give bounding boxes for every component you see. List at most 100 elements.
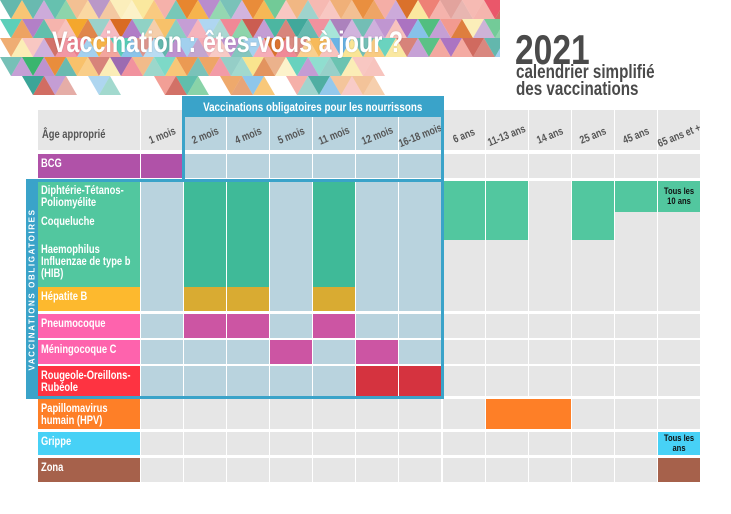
vaccine-label: Grippe xyxy=(41,434,72,448)
banner-triangle xyxy=(187,38,209,57)
schedule-cell xyxy=(141,287,183,311)
banner-triangle xyxy=(176,0,198,19)
banner-triangle xyxy=(231,76,253,95)
banner-triangle xyxy=(242,0,264,19)
banner-triangle xyxy=(341,38,363,57)
banner-triangle xyxy=(154,38,176,57)
banner-triangle xyxy=(319,57,341,76)
banner-triangle xyxy=(418,19,440,38)
banner-triangle xyxy=(462,0,484,19)
schedule-cell xyxy=(529,287,571,311)
schedule-cell xyxy=(184,458,226,482)
schedule-cell xyxy=(399,458,441,482)
vaccination-mark xyxy=(313,314,355,338)
banner-triangle xyxy=(429,19,451,38)
banner-triangle xyxy=(385,38,407,57)
banner-triangle xyxy=(165,0,187,19)
banner-triangle xyxy=(231,19,253,38)
vaccination-mark xyxy=(658,458,700,482)
schedule-cell xyxy=(486,340,528,364)
banner-triangle xyxy=(198,0,220,19)
banner-triangle xyxy=(88,76,110,95)
vaccine-label-cell xyxy=(38,314,140,338)
banner-triangle xyxy=(363,57,385,76)
banner-triangle xyxy=(308,19,330,38)
banner-triangle xyxy=(407,0,429,19)
schedule-cell xyxy=(615,314,657,338)
banner-triangle xyxy=(231,38,253,57)
banner-triangle xyxy=(187,19,209,38)
banner-triangle xyxy=(33,19,55,38)
schedule-cell xyxy=(270,399,312,429)
banner-triangle xyxy=(418,38,440,57)
vaccination-mark xyxy=(141,154,183,178)
schedule-cell xyxy=(529,154,571,178)
banner-triangle xyxy=(286,38,308,57)
banner-triangle xyxy=(451,38,473,57)
banner-triangle xyxy=(264,38,286,57)
banner-triangle xyxy=(66,19,88,38)
banner-triangle xyxy=(198,38,220,57)
banner-triangle xyxy=(242,38,264,57)
schedule-cell xyxy=(227,399,269,429)
banner-triangle xyxy=(440,0,462,19)
banner-triangle xyxy=(121,0,143,19)
banner-triangle xyxy=(462,19,484,38)
banner-triangle xyxy=(88,38,110,57)
banner-triangle xyxy=(385,0,407,19)
banner-triangle xyxy=(198,19,220,38)
banner-triangle xyxy=(264,0,286,19)
banner-triangle xyxy=(0,38,22,57)
subtitle-line-2: des vaccinations xyxy=(516,79,639,100)
banner-triangle xyxy=(253,0,275,19)
banner-triangle xyxy=(22,0,44,19)
banner-triangle xyxy=(121,57,143,76)
vaccination-mark xyxy=(356,340,398,364)
vaccination-mark xyxy=(399,366,441,396)
mandatory-side-label: VACCINATIONS OBLIGATOIRES xyxy=(26,179,38,399)
schedule-cell xyxy=(313,399,355,429)
schedule-cell xyxy=(227,366,269,396)
schedule-cell xyxy=(141,366,183,396)
schedule-cell xyxy=(141,458,183,482)
banner-triangle xyxy=(220,76,242,95)
banner-triangle xyxy=(55,0,77,19)
schedule-cell xyxy=(572,340,614,364)
banner-triangle xyxy=(220,0,242,19)
banner-triangle xyxy=(429,38,451,57)
banner-triangle xyxy=(319,38,341,57)
vaccine-label: Coqueluche xyxy=(41,214,95,228)
banner-triangle xyxy=(22,76,44,95)
vaccination-mark xyxy=(184,314,226,338)
banner-triangle xyxy=(154,57,176,76)
schedule-cell xyxy=(141,432,183,455)
column-header: 2 mois xyxy=(184,117,226,150)
banner-triangle xyxy=(33,57,55,76)
banner-triangle xyxy=(44,57,66,76)
vaccine-label-cell xyxy=(38,340,140,364)
banner-triangle xyxy=(22,57,44,76)
schedule-cell xyxy=(184,432,226,455)
banner-triangle xyxy=(110,19,132,38)
schedule-cell xyxy=(399,432,441,455)
banner-triangle xyxy=(66,0,88,19)
schedule-cell xyxy=(658,154,700,178)
banner-triangle xyxy=(374,19,396,38)
banner-triangle xyxy=(297,19,319,38)
column-header: 25 ans xyxy=(572,110,614,150)
banner-triangle xyxy=(242,57,264,76)
banner-triangle xyxy=(110,38,132,57)
schedule-cell xyxy=(313,432,355,455)
banner-triangle xyxy=(77,19,99,38)
banner-triangle xyxy=(88,57,110,76)
banner-triangle xyxy=(154,76,176,95)
banner-triangle xyxy=(44,19,66,38)
banner-triangle xyxy=(88,0,110,19)
banner-triangle xyxy=(330,57,352,76)
banner-triangle xyxy=(33,76,55,95)
schedule-cell xyxy=(443,432,485,455)
column-header: 14 ans xyxy=(529,110,571,150)
banner-triangle xyxy=(55,57,77,76)
banner-triangle xyxy=(11,38,33,57)
banner-triangle xyxy=(132,0,154,19)
